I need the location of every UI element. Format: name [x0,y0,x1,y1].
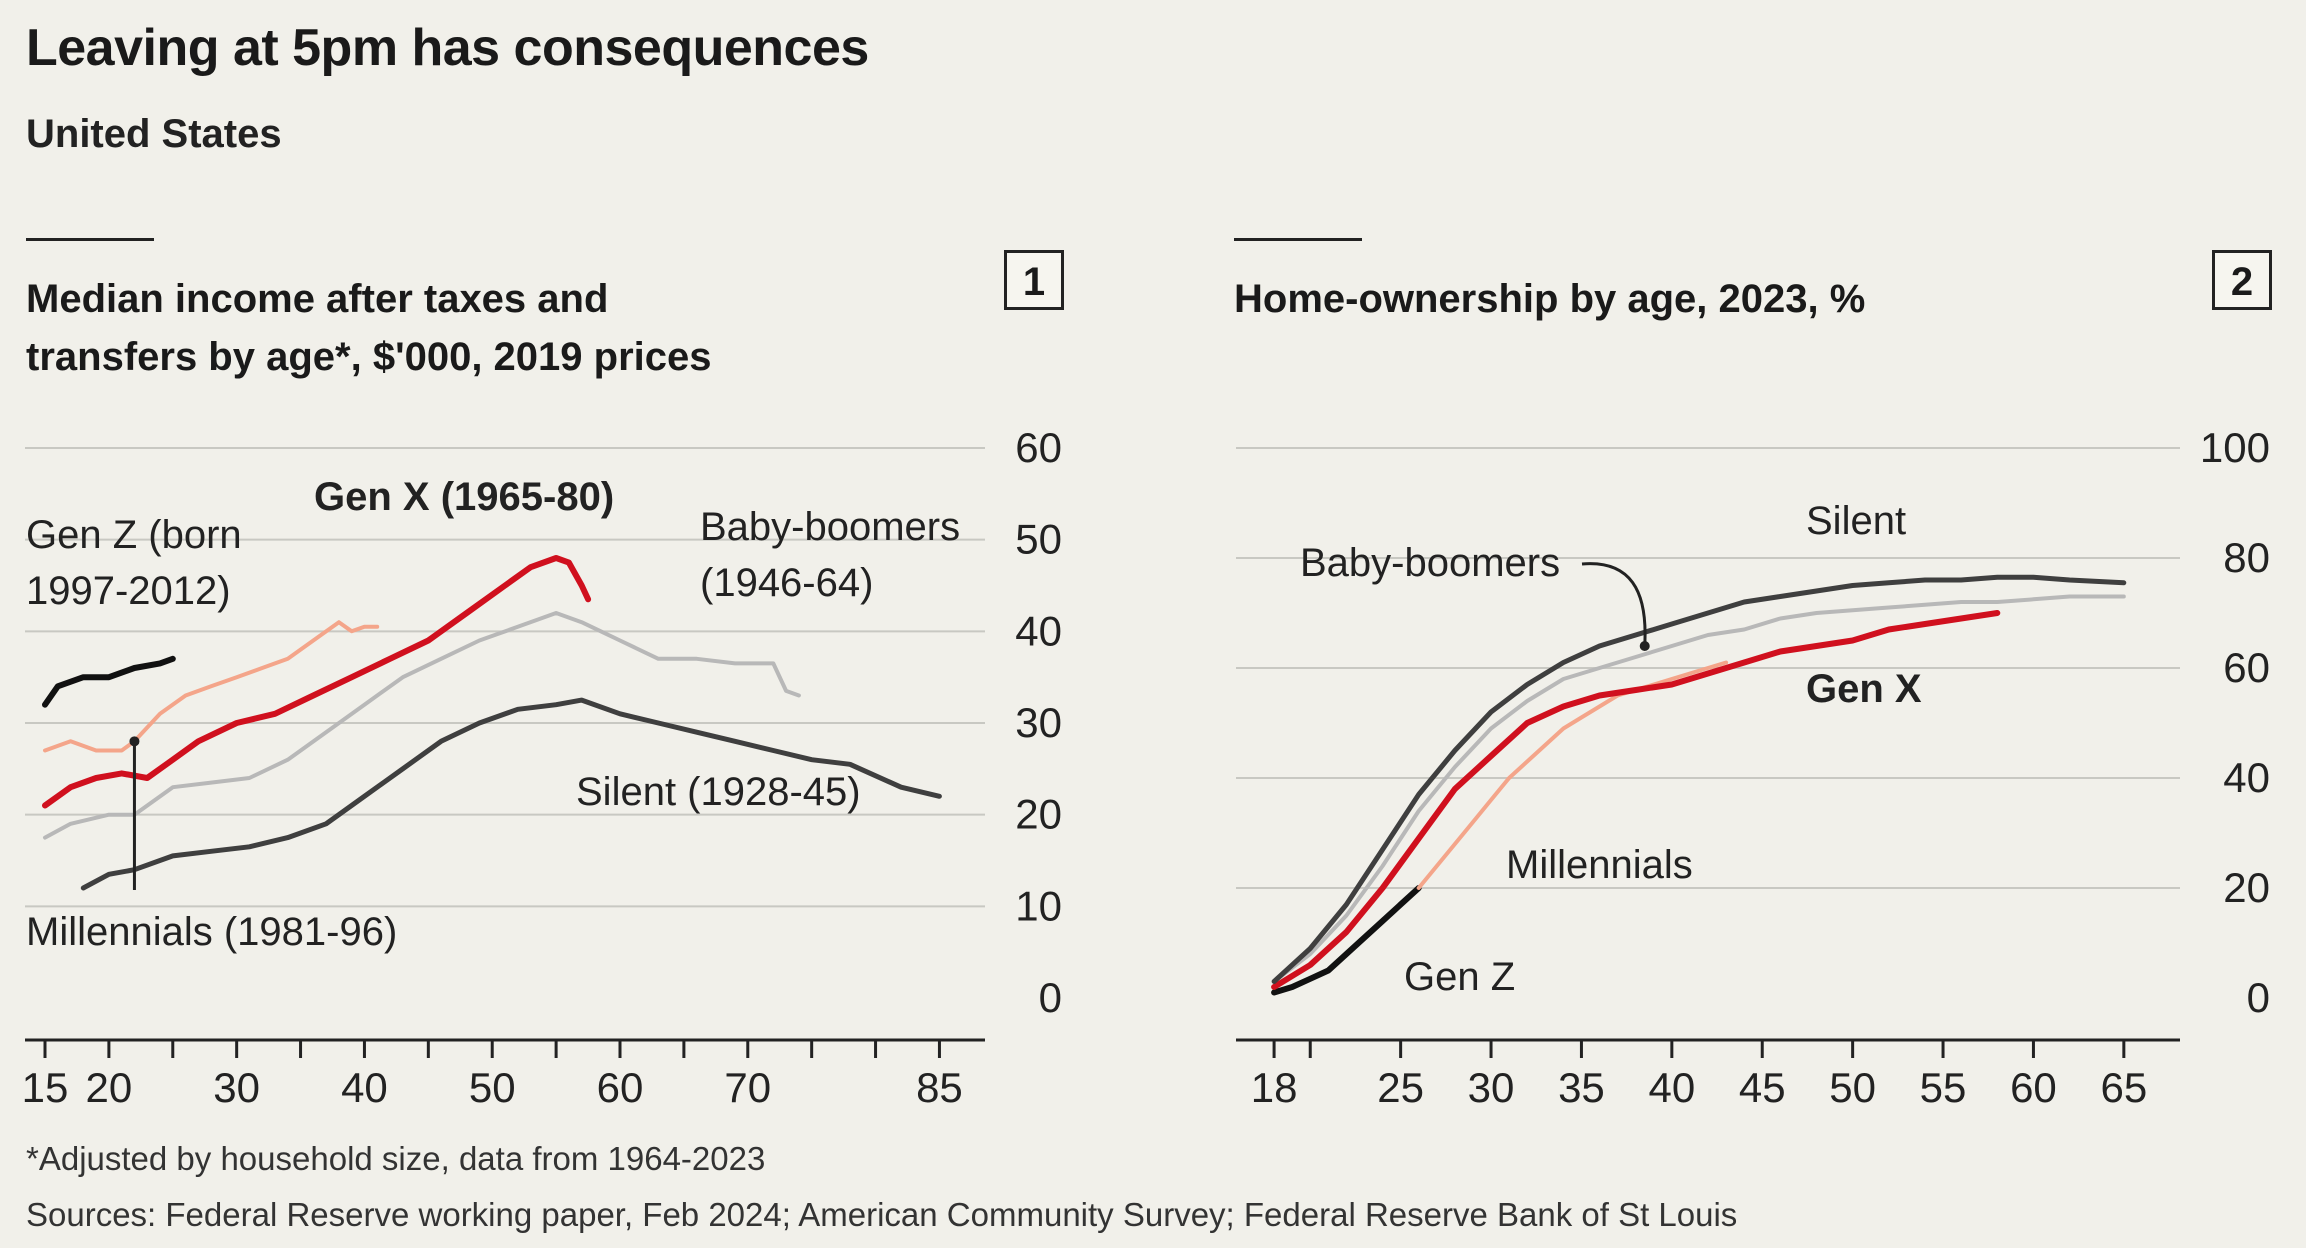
footnote: *Adjusted by household size, data from 1… [26,1140,766,1177]
panel-2-x-tick-label: 25 [1377,1064,1424,1111]
panel-1-series-gen_z-line [42,655,176,708]
chart-title: Leaving at 5pm has consequences [26,19,869,77]
panel-2-y-tick-label: 80 [2223,534,2270,581]
panel-1-y-tick-label: 20 [1015,791,1062,838]
panel-2-annotation-gen_z-label: Gen Z [1404,955,1515,999]
panel-2-series-millennials-line [1416,660,1729,890]
panel-2-series-gen_x-line [1271,610,2001,990]
panel-2-x-tick-label: 45 [1739,1064,1786,1111]
panel-2-series-silent-line [1271,574,2127,984]
panel-1-millennials-leader-dot [129,736,140,747]
panel-1-series-gen_x-line [42,555,592,809]
panel-2-x-tick-label: 40 [1648,1064,1695,1111]
panel-1-series-boomers-label: Baby-boomers [700,505,960,549]
panel-1-series-boomers-label: (1946-64) [700,561,873,605]
panel-1-series-silent-label: Silent (1928-45) [576,770,861,814]
panel-2-y-tick-label: 60 [2223,644,2270,691]
panel-2-title-line-1: Home-ownership by age, 2023, % [1234,277,1866,321]
panel-2-x-tick-label: 18 [1251,1064,1298,1111]
panel-2-boomers-leader-line [1581,562,1647,647]
panel-2-y-tick-label: 0 [2247,974,2270,1021]
panel-1-series-gen_x-label: Gen X (1965-80) [314,475,614,519]
panel-1-rule [26,238,154,241]
panel-1-y-tick-label: 30 [1015,699,1062,746]
panel-1-series-silent-line [80,697,942,891]
panel-1-number-badge: 1 [1004,250,1064,310]
panel-1-x-tick-label: 70 [724,1064,771,1111]
panel-1-series-boomers-line [43,611,801,840]
panel-1-y-tick-label: 10 [1015,882,1062,929]
panel-1-x-tick-label: 60 [597,1064,644,1111]
panel-1-series-millennials-label: Millennials (1981-96) [26,910,397,954]
panel-2-annotation-millennials-label: Millennials [1506,843,1693,887]
panel-1-title: Median income after taxes and transfers … [26,270,712,386]
panel-2-x-tick-label: 50 [1829,1064,1876,1111]
panel-1-x-tick-label: 40 [341,1064,388,1111]
panel-1-x-tick-label: 50 [469,1064,516,1111]
chart-subtitle: United States [26,112,282,156]
panel-2-number-badge: 2 [2212,250,2272,310]
panel-1-x-tick-label: 30 [213,1064,260,1111]
panel-2-rule [1234,238,1362,241]
panel-1-y-tick-label: 50 [1015,516,1062,563]
panel-1-series-gen_z-label: Gen Z (born [26,513,242,557]
panel-2-annotation-gen_x-label: Gen X [1806,667,1922,711]
panel-1-title-line-1: Median income after taxes and [26,277,609,321]
panel-1-series-millennials-line [43,620,380,753]
panel-1-x-tick-label: 85 [916,1064,963,1111]
panel-1-y-tick-label: 0 [1039,974,1062,1021]
panel-2-x-tick-label: 30 [1468,1064,1515,1111]
panel-2-annotation-silent-label: Silent [1806,499,1906,543]
panel-2-boomers-leader-dot [1639,641,1650,651]
panel-2-annotation-boomers-label: Baby-boomers [1300,541,1560,585]
panel-2-x-tick-label: 55 [1920,1064,1967,1111]
panel-1-x-tick-label: 20 [86,1064,133,1111]
panel-1-series-gen_z-label: 1997-2012) [26,569,231,613]
panel-2-y-tick-label: 20 [2223,864,2270,911]
panel-2-y-tick-label: 40 [2223,754,2270,801]
panel-1-y-tick-label: 60 [1015,424,1062,471]
panel-1-title-line-2: transfers by age*, $'000, 2019 prices [26,335,712,379]
source-note: Sources: Federal Reserve working paper, … [26,1196,1738,1233]
panel-2-series-gen_z-line [1271,885,1422,996]
panel-2-x-tick-label: 65 [2100,1064,2147,1111]
panel-2-x-tick-label: 35 [1558,1064,1605,1111]
panel-1-y-tick-label: 40 [1015,607,1062,654]
panel-2-title: Home-ownership by age, 2023, % [1234,270,1865,328]
panel-2-x-tick-label: 60 [2010,1064,2057,1111]
panel-1-x-tick-label: 15 [22,1064,69,1111]
panel-2-series-boomers-line [1272,594,2126,984]
panel-2-y-tick-label: 100 [2200,424,2270,471]
